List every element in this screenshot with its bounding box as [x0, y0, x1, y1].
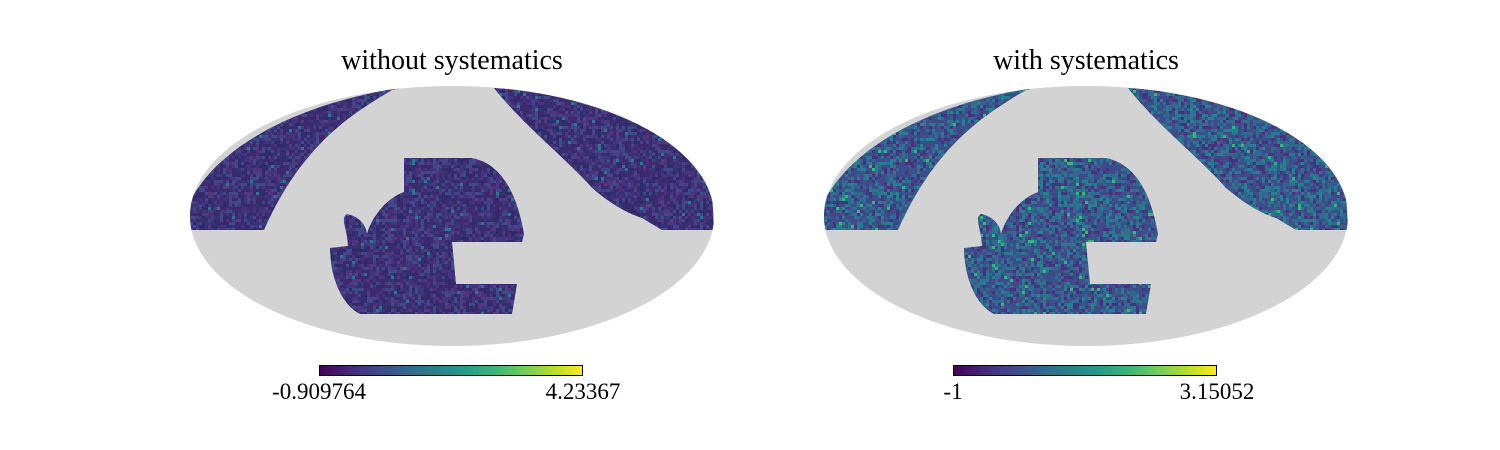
map-panel-with-systematics: with systematics -1 3.15052	[806, 0, 1366, 450]
chart-title: with systematics	[993, 45, 1179, 76]
mollweide-map	[190, 86, 714, 346]
colorbar-max-label: 4.23367	[545, 379, 621, 404]
colorbar	[319, 365, 583, 376]
colorbar	[953, 365, 1217, 376]
mollweide-map	[824, 86, 1348, 346]
colorbar-max-label: 3.15052	[1179, 379, 1255, 404]
map-panel-without-systematics: without systematics -0.909764 4.23367	[172, 0, 732, 450]
colorbar-min-label: -0.909764	[272, 379, 366, 404]
chart-title: without systematics	[341, 45, 563, 76]
colorbar-min-label: -1	[943, 379, 963, 404]
